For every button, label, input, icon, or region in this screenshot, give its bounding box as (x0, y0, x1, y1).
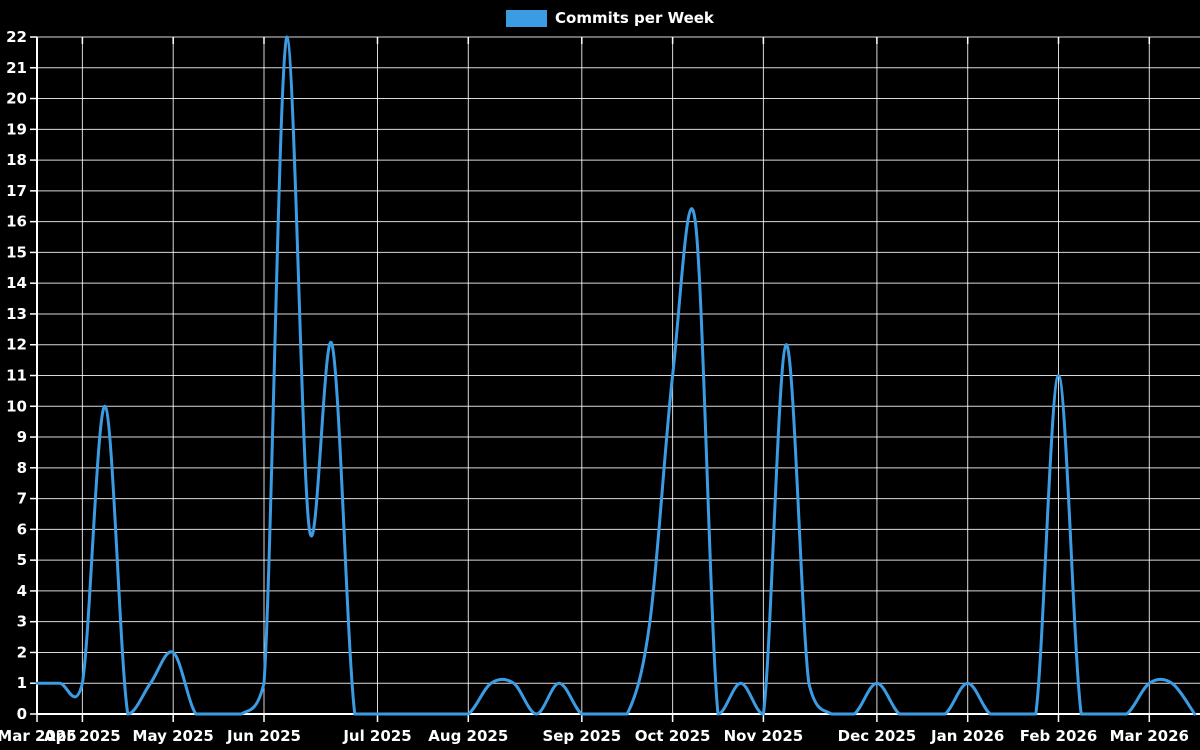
y-tick-label: 15 (6, 243, 27, 261)
legend-swatch-icon (506, 9, 547, 27)
x-tick-label: Sep 2025 (542, 727, 621, 745)
commits-series-line (35, 35, 1197, 716)
x-tick-label: Jun 2025 (226, 727, 301, 745)
x-tick-label: Aug 2025 (428, 727, 508, 745)
y-tick-label: 22 (6, 28, 27, 46)
x-tick-label: Dec 2025 (838, 727, 917, 745)
legend-label: Commits per Week (555, 9, 714, 27)
y-tick-label: 20 (6, 90, 27, 108)
x-tick-label: Mar 2026 (1110, 727, 1189, 745)
x-tick-label: Jul 2025 (342, 727, 411, 745)
y-tick-label: 7 (17, 490, 27, 508)
y-tick-label: 21 (6, 59, 27, 77)
y-tick-label: 1 (17, 674, 27, 692)
y-tick-label: 16 (6, 213, 27, 231)
y-tick-label: 6 (17, 520, 27, 538)
y-tick-label: 11 (6, 367, 27, 385)
y-tick-label: 0 (17, 705, 27, 723)
y-tick-label: 2 (17, 643, 27, 661)
x-tick-label: Feb 2026 (1020, 727, 1098, 745)
y-tick-label: 5 (17, 551, 27, 569)
y-tick-label: 12 (6, 336, 27, 354)
x-tick-label: Oct 2025 (635, 727, 711, 745)
y-tick-label: 4 (17, 582, 27, 600)
x-tick-label: Nov 2025 (724, 727, 804, 745)
chart-legend: Commits per Week (506, 9, 714, 27)
y-tick-label: 8 (17, 459, 27, 477)
y-tick-label: 9 (17, 428, 27, 446)
y-tick-label: 17 (6, 182, 27, 200)
x-tick-label: Apr 2025 (44, 727, 121, 745)
y-tick-label: 19 (6, 120, 27, 138)
x-tick-label: Mar 2025 (0, 727, 77, 745)
y-tick-label: 3 (17, 613, 27, 631)
x-tick-label: May 2025 (133, 727, 214, 745)
y-tick-label: 14 (6, 274, 27, 292)
y-tick-label: 18 (6, 151, 27, 169)
y-tick-label: 13 (6, 305, 27, 323)
y-tick-label: 10 (6, 397, 27, 415)
x-tick-label: Jan 2026 (930, 727, 1004, 745)
